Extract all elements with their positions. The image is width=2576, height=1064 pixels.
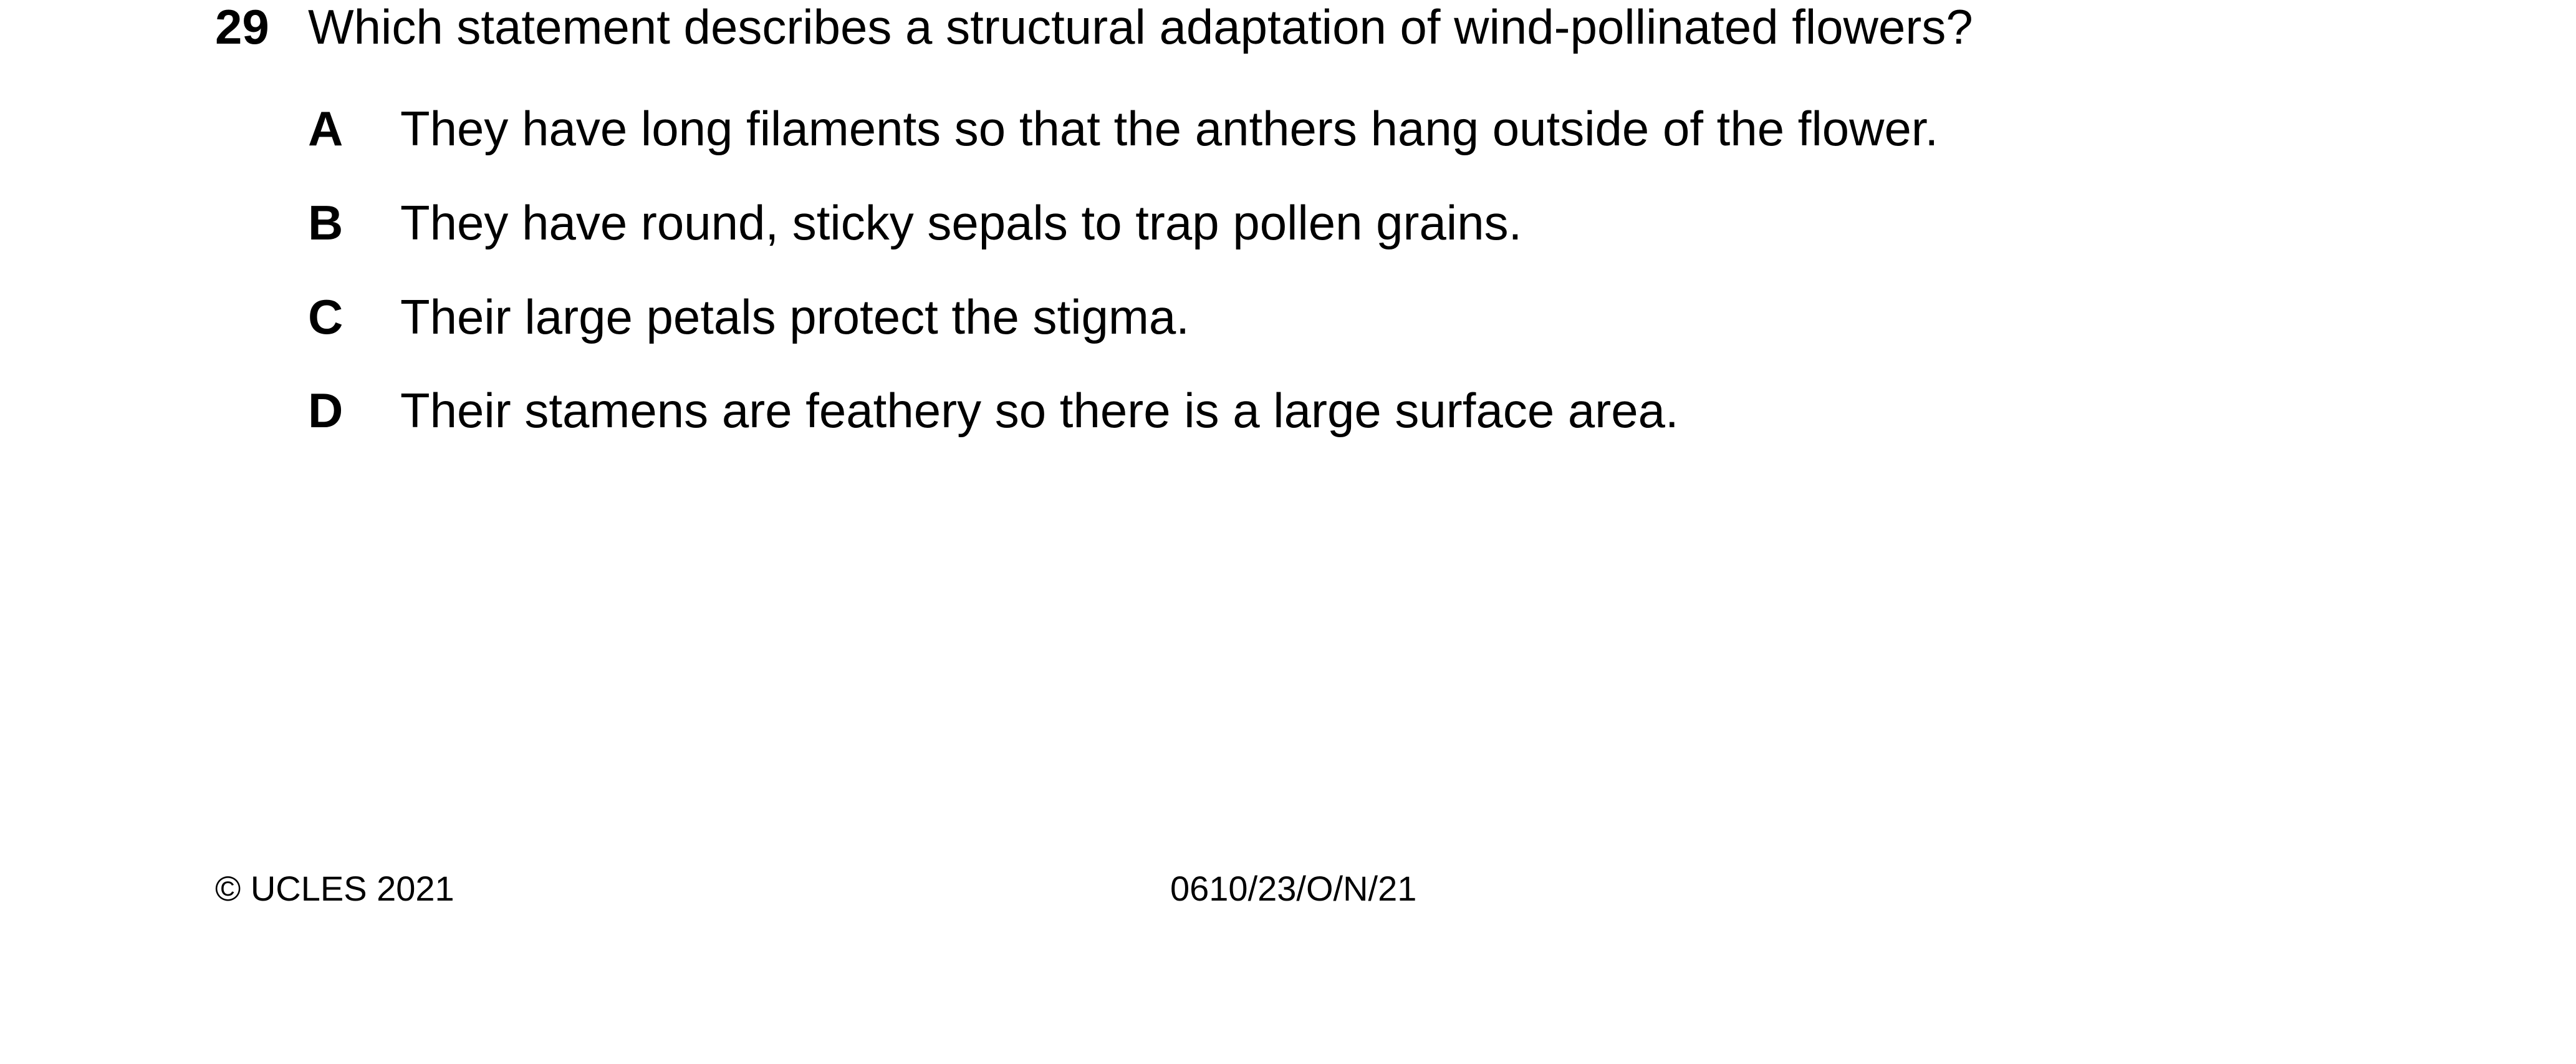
option-text: Their large petals protect the stigma. [400,289,1189,344]
option-text: They have long filaments so that the ant… [400,101,1939,156]
option-d[interactable]: D Their stamens are feathery so there is… [308,386,2428,442]
option-text: They have round, sticky sepals to trap p… [400,195,1522,250]
option-letter: D [308,383,344,438]
option-text: Their stamens are feathery so there is a… [400,383,1679,438]
copyright-notice: © UCLES 2021 [215,869,454,908]
option-c[interactable]: C Their large petals protect the stigma. [308,293,2428,349]
option-b[interactable]: B They have round, sticky sepals to trap… [308,198,2428,254]
option-letter: C [308,289,344,344]
option-letter: A [308,101,344,156]
question-stem: Which statement describes a structural a… [308,0,1973,54]
option-a[interactable]: A They have long filaments so that the a… [308,104,2428,160]
option-letter: B [308,195,344,250]
question-number: 29 [215,0,269,54]
paper-code: 0610/23/O/N/21 [1170,869,1417,908]
